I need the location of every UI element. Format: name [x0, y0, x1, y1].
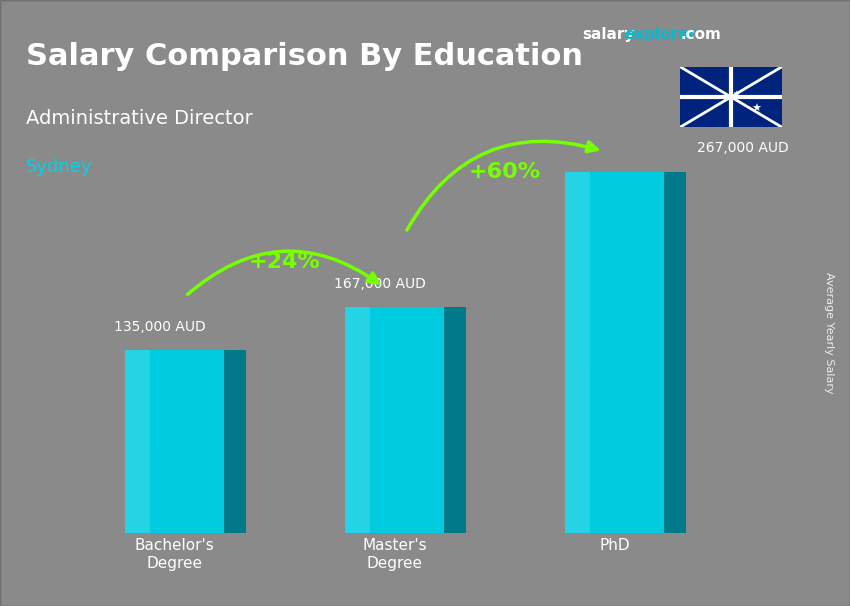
- Bar: [345, 341, 370, 352]
- Bar: [125, 515, 150, 524]
- Bar: [125, 433, 150, 442]
- Bar: [125, 350, 150, 359]
- Bar: [565, 461, 590, 479]
- Text: ★: ★: [733, 90, 740, 98]
- Bar: [125, 378, 150, 387]
- Polygon shape: [224, 350, 246, 533]
- Text: .com: .com: [680, 27, 721, 42]
- Text: Sydney: Sydney: [26, 158, 92, 176]
- Bar: [125, 524, 150, 533]
- Bar: [125, 415, 150, 424]
- Bar: [125, 488, 150, 497]
- Bar: [345, 307, 370, 318]
- Bar: [125, 350, 224, 533]
- Text: salary: salary: [582, 27, 635, 42]
- Bar: [345, 488, 370, 499]
- Text: Average Yearly Salary: Average Yearly Salary: [824, 273, 835, 394]
- Bar: [565, 370, 590, 388]
- Bar: [345, 465, 370, 477]
- Bar: [565, 171, 590, 190]
- Bar: [345, 454, 370, 465]
- Bar: [125, 469, 150, 478]
- Bar: [565, 353, 590, 370]
- Bar: [345, 499, 370, 511]
- Bar: [345, 398, 370, 409]
- Bar: [125, 405, 150, 415]
- Bar: [345, 420, 370, 431]
- Bar: [565, 262, 590, 280]
- Bar: [125, 460, 150, 469]
- Text: Administrative Director: Administrative Director: [26, 109, 252, 128]
- Bar: [565, 280, 590, 298]
- Bar: [125, 359, 150, 368]
- Text: 167,000 AUD: 167,000 AUD: [334, 277, 426, 291]
- Bar: [345, 431, 370, 443]
- Text: explorer: explorer: [625, 27, 697, 42]
- Text: +24%: +24%: [248, 252, 320, 272]
- Text: 135,000 AUD: 135,000 AUD: [114, 320, 206, 334]
- Bar: [565, 443, 590, 461]
- Bar: [345, 307, 444, 533]
- Bar: [565, 479, 590, 497]
- Bar: [565, 388, 590, 407]
- Bar: [125, 497, 150, 506]
- Bar: [565, 226, 590, 244]
- Bar: [125, 396, 150, 405]
- Bar: [345, 443, 370, 454]
- Text: 267,000 AUD: 267,000 AUD: [697, 141, 789, 155]
- Bar: [125, 451, 150, 460]
- Bar: [565, 171, 664, 533]
- Bar: [345, 522, 370, 533]
- Bar: [125, 424, 150, 433]
- Text: Salary Comparison By Education: Salary Comparison By Education: [26, 42, 582, 72]
- Polygon shape: [444, 307, 466, 533]
- Text: ★: ★: [751, 104, 762, 114]
- Bar: [565, 316, 590, 335]
- FancyArrowPatch shape: [407, 141, 597, 230]
- Bar: [345, 386, 370, 398]
- Bar: [565, 208, 590, 226]
- Bar: [565, 244, 590, 262]
- Bar: [565, 335, 590, 353]
- Bar: [345, 375, 370, 386]
- Bar: [345, 352, 370, 364]
- Bar: [125, 368, 150, 378]
- Polygon shape: [664, 171, 686, 533]
- Bar: [565, 298, 590, 316]
- Bar: [345, 511, 370, 522]
- Bar: [565, 190, 590, 208]
- Bar: [345, 364, 370, 375]
- Bar: [565, 407, 590, 425]
- Bar: [345, 330, 370, 341]
- Bar: [565, 497, 590, 515]
- Bar: [125, 506, 150, 515]
- Bar: [345, 477, 370, 488]
- Bar: [565, 515, 590, 533]
- Text: +60%: +60%: [468, 162, 541, 182]
- Bar: [345, 409, 370, 420]
- Bar: [125, 387, 150, 396]
- FancyArrowPatch shape: [188, 251, 378, 295]
- Bar: [565, 425, 590, 443]
- Bar: [125, 478, 150, 488]
- Bar: [125, 442, 150, 451]
- Bar: [345, 318, 370, 330]
